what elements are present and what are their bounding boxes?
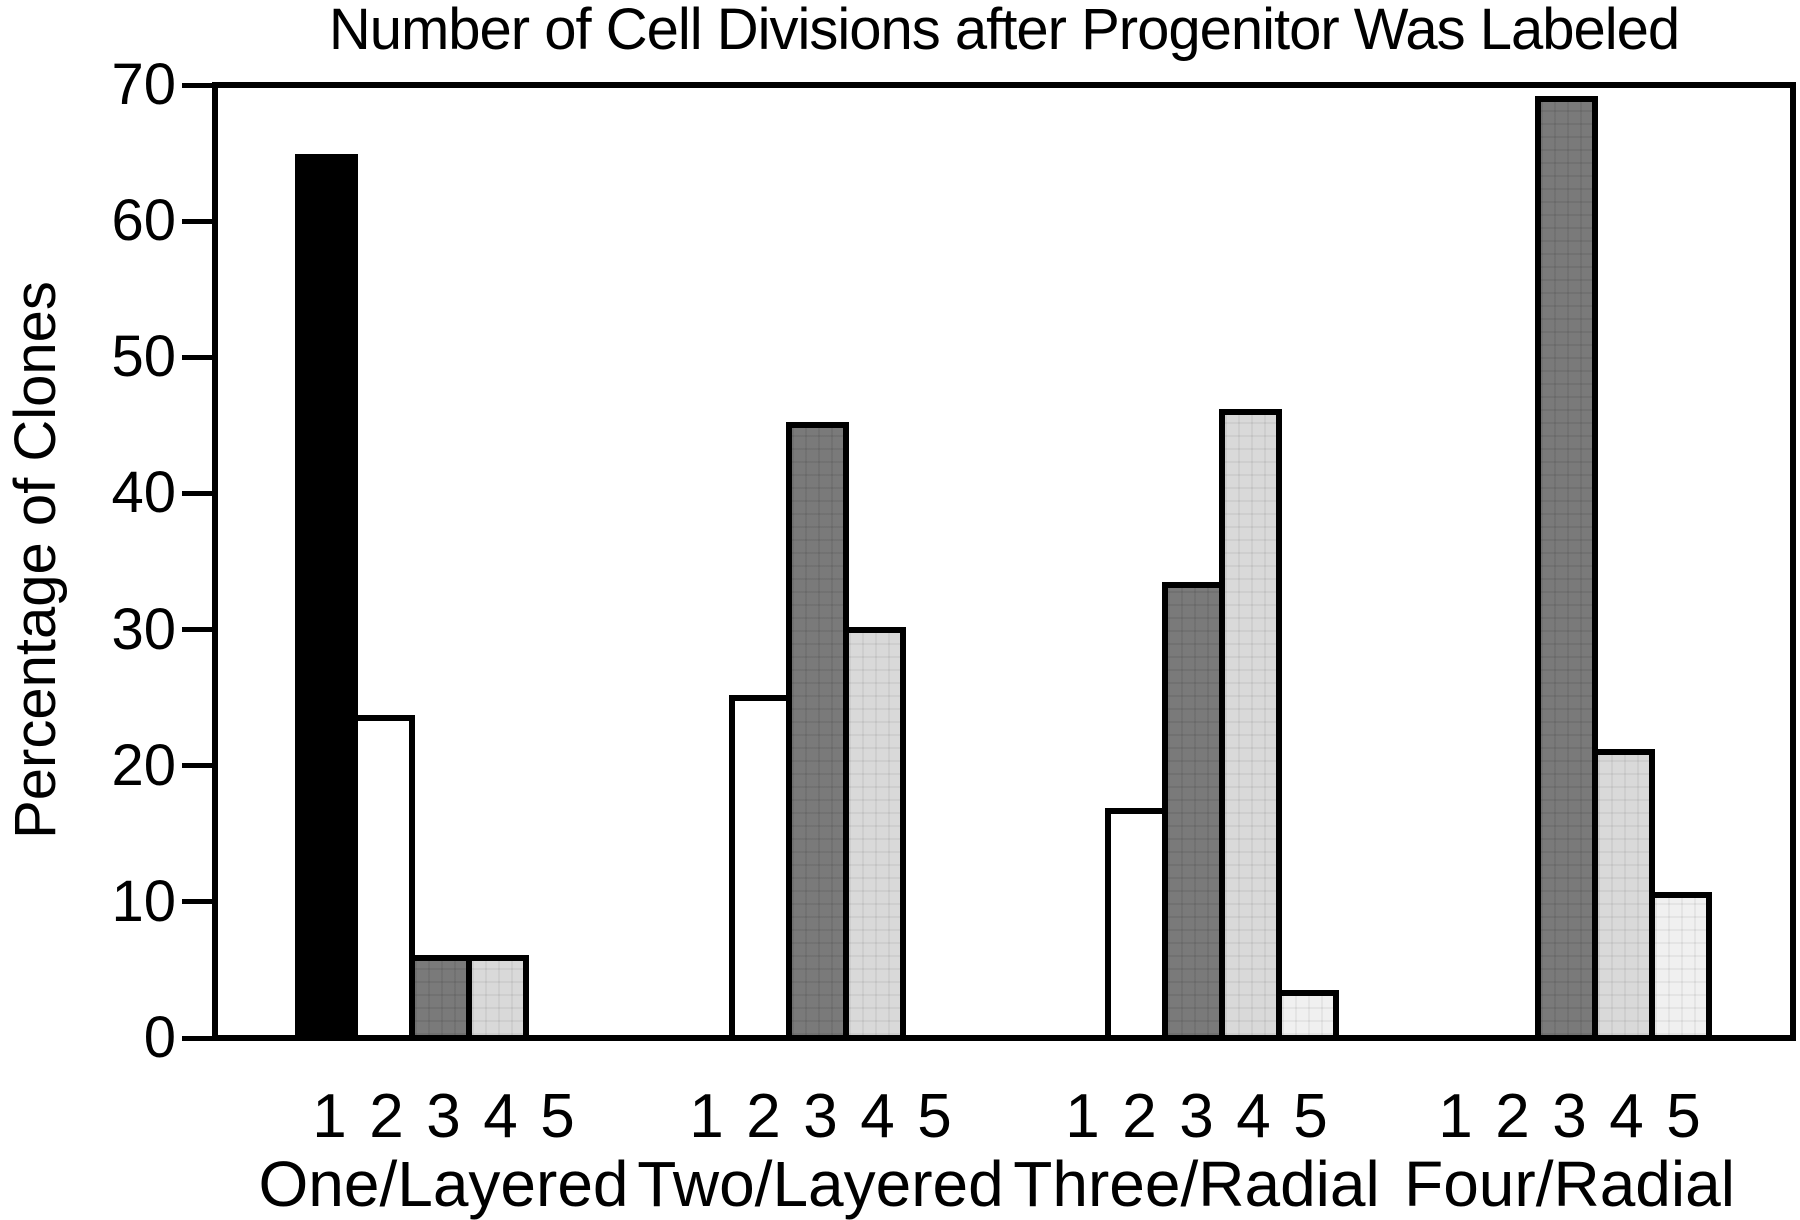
x-tick-label: 1 [689,1082,724,1151]
bar-division-4 [1219,408,1282,1041]
group-label: Three/Radial [1013,1148,1380,1220]
x-tick-label: 5 [1293,1082,1328,1151]
group-label: Two/Layered [637,1148,1004,1220]
bar-division-5 [1649,892,1712,1041]
bar-division-3 [1535,95,1598,1041]
x-tick-label: 5 [917,1082,952,1151]
x-tick-label: 2 [1122,1082,1157,1151]
x-tick-label: 5 [540,1082,575,1151]
y-axis-tick [182,899,212,905]
x-tick-label: 1 [1438,1082,1473,1151]
x-tick-label: 4 [1609,1082,1644,1151]
bar-division-1 [295,154,358,1041]
bar-division-2 [352,715,415,1041]
x-tick-label: 5 [1666,1082,1701,1151]
x-tick-label: 3 [1179,1082,1214,1151]
x-tick-label: 2 [1495,1082,1530,1151]
x-tick-label: 4 [483,1082,518,1151]
y-axis-tick-label: 20 [111,732,176,798]
x-tick-label: 4 [1236,1082,1271,1151]
y-axis-tick-label: 60 [111,188,176,254]
y-axis-tick [182,354,212,360]
y-axis-tick-label: 10 [111,868,176,934]
y-axis-tick-label: 50 [111,324,176,390]
y-axis-tick-label: 30 [111,596,176,662]
x-tick-label: 1 [1065,1082,1100,1151]
bar-division-4 [843,626,906,1041]
y-axis-tick [182,763,212,769]
group-label: Four/Radial [1404,1148,1735,1220]
bar-division-4 [466,954,529,1041]
x-tick-label: 4 [860,1082,895,1151]
y-axis-tick-label: 40 [111,460,176,526]
y-axis-tick-label: 70 [111,52,176,117]
group-label: One/Layered [258,1148,629,1220]
bar-division-3 [409,954,472,1041]
bar-division-2 [1105,807,1168,1041]
y-axis-tick [182,82,212,88]
bar-division-3 [1162,581,1225,1041]
y-axis-tick [182,490,212,496]
x-tick-label: 3 [426,1082,461,1151]
bar-division-5 [1276,990,1339,1041]
x-tick-label: 3 [803,1082,838,1151]
x-tick-label: 2 [369,1082,404,1151]
y-axis-tick-label: 0 [143,1005,176,1070]
y-axis-tick [182,218,212,224]
chart-title: Number of Cell Divisions after Progenito… [328,0,1680,62]
x-tick-label: 3 [1552,1082,1587,1151]
bar-division-4 [1592,749,1655,1041]
axis-frame [212,82,1796,1041]
y-axis-tick [182,1035,212,1041]
x-tick-label: 1 [312,1082,347,1151]
bar-division-2 [729,694,792,1041]
y-axis-tick [182,627,212,633]
bar-division-3 [786,422,849,1041]
x-tick-label: 2 [746,1082,781,1151]
